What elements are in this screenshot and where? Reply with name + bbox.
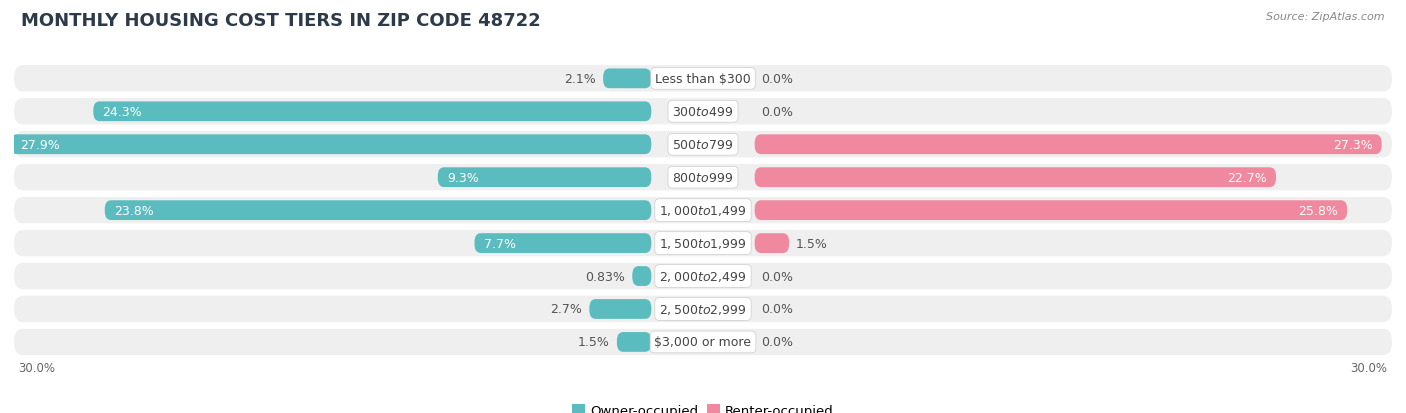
FancyBboxPatch shape xyxy=(633,266,651,286)
Text: 9.3%: 9.3% xyxy=(447,171,478,184)
FancyBboxPatch shape xyxy=(14,165,1392,191)
Text: 0.0%: 0.0% xyxy=(762,73,793,85)
Text: 23.8%: 23.8% xyxy=(114,204,153,217)
FancyBboxPatch shape xyxy=(755,168,1277,188)
Text: 24.3%: 24.3% xyxy=(103,106,142,119)
Text: 27.9%: 27.9% xyxy=(20,138,59,152)
FancyBboxPatch shape xyxy=(755,201,1347,221)
Text: MONTHLY HOUSING COST TIERS IN ZIP CODE 48722: MONTHLY HOUSING COST TIERS IN ZIP CODE 4… xyxy=(21,12,541,30)
FancyBboxPatch shape xyxy=(14,296,1392,323)
FancyBboxPatch shape xyxy=(617,332,651,352)
FancyBboxPatch shape xyxy=(14,263,1392,290)
FancyBboxPatch shape xyxy=(14,197,1392,224)
FancyBboxPatch shape xyxy=(105,201,651,221)
Text: 0.0%: 0.0% xyxy=(762,303,793,316)
Text: 27.3%: 27.3% xyxy=(1333,138,1372,152)
FancyBboxPatch shape xyxy=(14,66,1392,92)
Text: $800 to $999: $800 to $999 xyxy=(672,171,734,184)
Legend: Owner-occupied, Renter-occupied: Owner-occupied, Renter-occupied xyxy=(572,404,834,413)
FancyBboxPatch shape xyxy=(11,135,651,155)
Text: 0.0%: 0.0% xyxy=(762,270,793,283)
FancyBboxPatch shape xyxy=(93,102,651,122)
Text: 2.7%: 2.7% xyxy=(551,303,582,316)
Text: 1.5%: 1.5% xyxy=(796,237,828,250)
Text: 0.83%: 0.83% xyxy=(585,270,626,283)
Text: $2,000 to $2,499: $2,000 to $2,499 xyxy=(659,269,747,283)
FancyBboxPatch shape xyxy=(755,135,1382,155)
FancyBboxPatch shape xyxy=(755,234,789,253)
Text: $2,500 to $2,999: $2,500 to $2,999 xyxy=(659,302,747,316)
Text: Source: ZipAtlas.com: Source: ZipAtlas.com xyxy=(1267,12,1385,22)
FancyBboxPatch shape xyxy=(603,69,651,89)
Text: 0.0%: 0.0% xyxy=(762,336,793,349)
FancyBboxPatch shape xyxy=(14,132,1392,158)
Text: 2.1%: 2.1% xyxy=(564,73,596,85)
Text: $3,000 or more: $3,000 or more xyxy=(655,336,751,349)
Text: 0.0%: 0.0% xyxy=(762,106,793,119)
FancyBboxPatch shape xyxy=(14,99,1392,125)
Text: 30.0%: 30.0% xyxy=(1350,361,1388,374)
FancyBboxPatch shape xyxy=(437,168,651,188)
Text: 30.0%: 30.0% xyxy=(18,361,56,374)
Text: Less than $300: Less than $300 xyxy=(655,73,751,85)
Text: 1.5%: 1.5% xyxy=(578,336,610,349)
Text: $1,500 to $1,999: $1,500 to $1,999 xyxy=(659,237,747,251)
Text: 25.8%: 25.8% xyxy=(1298,204,1339,217)
Text: $300 to $499: $300 to $499 xyxy=(672,106,734,119)
FancyBboxPatch shape xyxy=(474,234,651,253)
Text: $1,000 to $1,499: $1,000 to $1,499 xyxy=(659,204,747,218)
FancyBboxPatch shape xyxy=(14,329,1392,355)
Text: 7.7%: 7.7% xyxy=(484,237,516,250)
Text: $500 to $799: $500 to $799 xyxy=(672,138,734,152)
FancyBboxPatch shape xyxy=(14,230,1392,256)
Text: 22.7%: 22.7% xyxy=(1227,171,1267,184)
FancyBboxPatch shape xyxy=(589,299,651,319)
